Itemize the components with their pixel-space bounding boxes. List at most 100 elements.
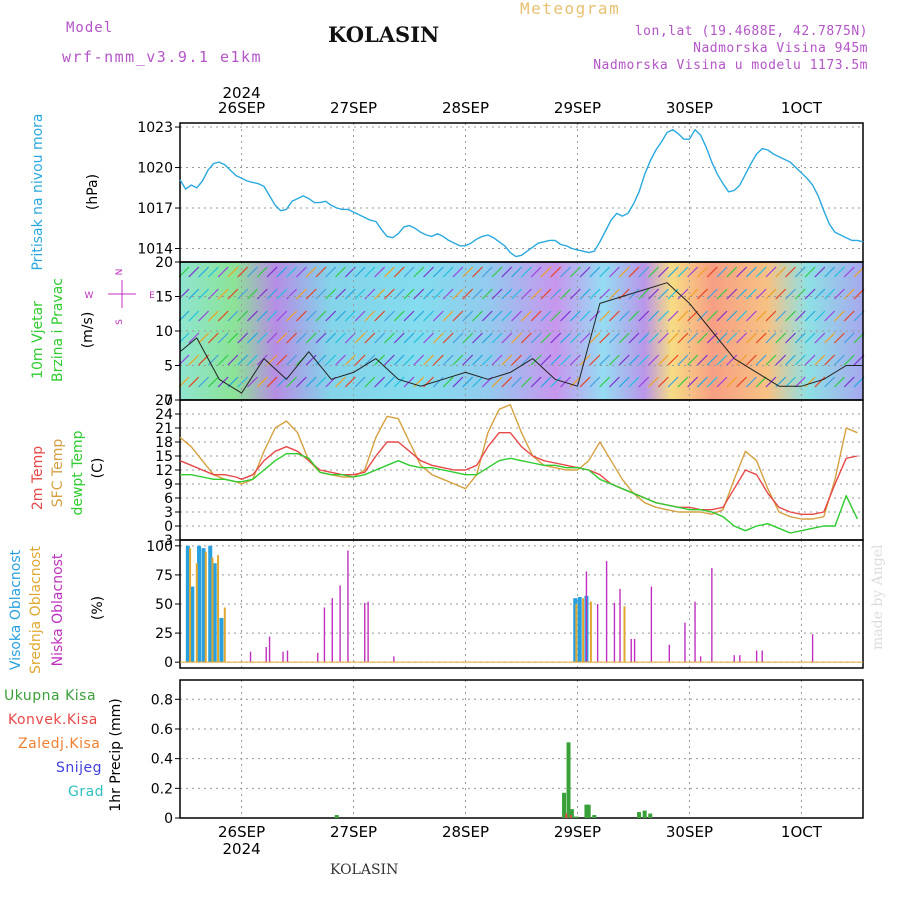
wind-barb bbox=[286, 266, 298, 278]
wind-barb bbox=[745, 354, 757, 366]
low-cloud-bar bbox=[761, 650, 763, 663]
wind-barb bbox=[726, 288, 738, 300]
wind-barb bbox=[736, 354, 748, 366]
low-cloud-bar bbox=[347, 550, 349, 663]
wind-barb bbox=[481, 332, 493, 344]
wind-barb bbox=[384, 266, 395, 278]
wind-barb bbox=[344, 288, 356, 300]
wind-barb bbox=[765, 288, 777, 300]
wind-barb bbox=[530, 288, 542, 300]
wind-barb bbox=[472, 376, 483, 388]
wind-barb bbox=[364, 376, 376, 388]
wind-barb bbox=[814, 376, 826, 388]
wind-barb bbox=[697, 376, 708, 388]
cloud-axis-title-low: Niska Oblacnost bbox=[50, 553, 66, 666]
wind-barb bbox=[814, 266, 826, 278]
panel-precip: 0 0.2 0.4 0.6 0.8 bbox=[151, 679, 864, 827]
wind-barb bbox=[824, 376, 836, 388]
wind-barb bbox=[569, 288, 581, 300]
low-cloud-bar bbox=[249, 651, 252, 663]
wind-barb bbox=[726, 376, 738, 388]
wind-barb bbox=[354, 332, 366, 344]
wind-barb bbox=[481, 354, 493, 366]
wind-barb bbox=[423, 266, 434, 278]
wind-barb bbox=[794, 376, 806, 388]
wind-barb bbox=[706, 332, 718, 344]
wind-barb bbox=[207, 310, 219, 322]
wind-barb bbox=[374, 288, 386, 300]
wind-barb bbox=[501, 266, 513, 278]
wind-barb bbox=[589, 354, 601, 366]
y-tick-label: 0 bbox=[164, 811, 173, 827]
wind-barb bbox=[266, 332, 278, 344]
wind-barb bbox=[550, 354, 562, 366]
wind-barb bbox=[295, 376, 307, 388]
total-precip-bar bbox=[648, 813, 653, 818]
wind-barb bbox=[609, 288, 620, 300]
wind-barb bbox=[520, 310, 532, 322]
wind-barb bbox=[609, 332, 620, 344]
wind-barb bbox=[843, 310, 855, 322]
wind-barb bbox=[491, 354, 503, 366]
low-cloud-bar bbox=[711, 567, 713, 663]
wind-barb bbox=[432, 310, 444, 322]
y-tick-label: 0 bbox=[164, 519, 173, 535]
wind-barb bbox=[286, 310, 298, 322]
wind-barb bbox=[256, 310, 268, 322]
compass-east-label: E bbox=[149, 291, 155, 301]
total-precip-bar bbox=[574, 816, 579, 818]
wind-barb bbox=[677, 266, 689, 278]
wind-barb bbox=[403, 288, 415, 300]
wind-barb bbox=[403, 332, 415, 344]
wind-barb bbox=[364, 310, 376, 322]
wind-barb bbox=[794, 310, 806, 322]
wind-barb bbox=[374, 354, 386, 366]
wind-barb bbox=[589, 288, 601, 300]
wind-barb bbox=[472, 310, 483, 322]
wind-barb bbox=[550, 332, 562, 344]
wind-barb bbox=[442, 354, 454, 366]
wind-barb bbox=[618, 376, 630, 388]
wind-barb bbox=[814, 288, 826, 300]
wind-barb bbox=[569, 266, 581, 278]
wind-barb bbox=[609, 310, 620, 322]
wind-barb bbox=[657, 288, 669, 300]
wind-barb bbox=[276, 332, 288, 344]
wind-barb bbox=[609, 266, 620, 278]
wind-barb bbox=[765, 332, 777, 344]
wind-barb bbox=[452, 376, 464, 388]
low-cloud-bar bbox=[630, 638, 632, 663]
conv-precip-bar bbox=[565, 813, 568, 818]
wind-barb bbox=[677, 376, 689, 388]
wind-axis-title-2: Brzina i Pravac bbox=[50, 278, 66, 382]
wind-barb bbox=[726, 266, 738, 278]
wind-barb bbox=[687, 310, 699, 322]
y-tick-label: 20 bbox=[155, 255, 173, 271]
wind-barb bbox=[560, 310, 571, 322]
wind-barb bbox=[462, 310, 474, 322]
total-precip-bar bbox=[334, 815, 339, 818]
wind-barb bbox=[237, 332, 249, 344]
low-cloud-bar bbox=[619, 588, 621, 663]
wind-barb bbox=[638, 332, 650, 344]
wind-barb bbox=[256, 288, 268, 300]
wind-barb bbox=[648, 376, 659, 388]
wind-barb bbox=[442, 266, 454, 278]
wind-barb bbox=[736, 266, 748, 278]
wind-barb bbox=[618, 266, 630, 278]
panel-pressure: 1014 1017 1020 1023 bbox=[137, 120, 864, 263]
bottom-date-label: 27SEP bbox=[330, 823, 377, 841]
pressure-unit: (hPa) bbox=[85, 174, 101, 210]
low-cloud-bar bbox=[596, 604, 599, 663]
wind-barb bbox=[276, 266, 288, 278]
top-date-label: 28SEP bbox=[442, 99, 489, 117]
wind-barb bbox=[530, 332, 542, 344]
wind-barb bbox=[794, 288, 806, 300]
wind-barb bbox=[736, 310, 748, 322]
high-cloud-bar bbox=[577, 597, 582, 663]
low-cloud-bar bbox=[282, 651, 284, 663]
wind-barb bbox=[648, 288, 659, 300]
y-tick-label: 10 bbox=[155, 324, 173, 340]
wind-barb bbox=[501, 310, 513, 322]
wind-barb bbox=[667, 266, 679, 278]
